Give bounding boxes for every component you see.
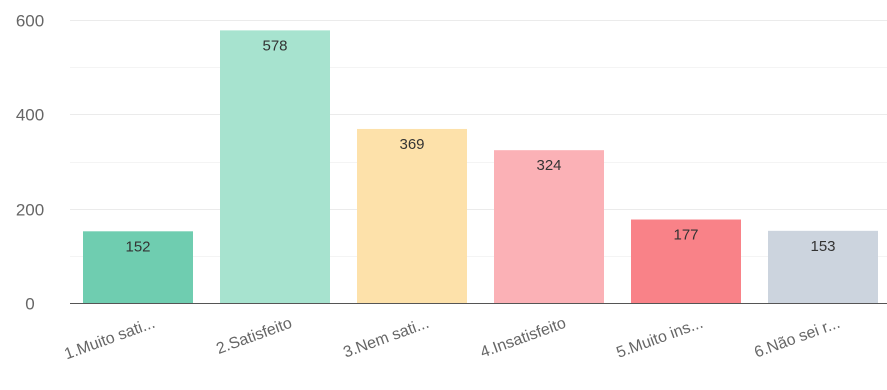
y-tick-label: 0 (25, 295, 34, 314)
bar (631, 219, 741, 303)
x-tick-label: 2.Satisfeito (214, 315, 294, 358)
x-tick-label: 6.Não sei r... (752, 315, 842, 362)
data-label: 369 (399, 136, 424, 153)
data-label: 324 (536, 157, 561, 174)
bar (83, 231, 193, 303)
data-label: 578 (262, 37, 287, 54)
bar (357, 128, 467, 303)
x-tick-label: 4.Insatisfeito (478, 315, 568, 362)
y-tick-label: 400 (16, 106, 44, 125)
x-tick-label: 3.Nem sati... (341, 315, 431, 362)
data-label: 177 (673, 227, 698, 244)
bar (494, 150, 604, 303)
data-label: 152 (125, 238, 150, 255)
y-tick-label: 600 (16, 12, 44, 31)
bar (220, 30, 330, 303)
x-tick-label: 1.Muito sati... (62, 315, 157, 364)
x-tick-label: 5.Muito ins... (614, 315, 705, 362)
bar (768, 230, 878, 303)
data-label: 153 (810, 238, 835, 255)
y-tick-label: 200 (16, 201, 44, 220)
